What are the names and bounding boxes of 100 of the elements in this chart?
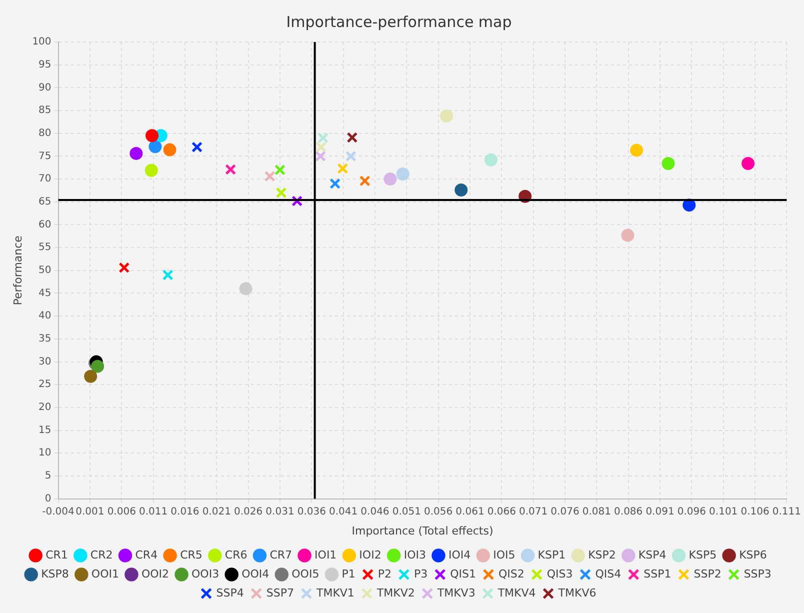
point bbox=[91, 360, 104, 373]
x-tick-label: 0.111 bbox=[772, 506, 802, 518]
legend-label: P1 bbox=[342, 567, 356, 580]
point bbox=[144, 164, 158, 177]
y-tick-label: 45 bbox=[38, 288, 52, 299]
legend-label: KSP1 bbox=[538, 548, 566, 562]
legend-label: OOI1 bbox=[91, 567, 119, 580]
point bbox=[330, 178, 341, 190]
legend-label: IOI5 bbox=[493, 548, 516, 562]
chart-title: Importance-performance map bbox=[286, 12, 512, 31]
x-tick-label: 0.031 bbox=[266, 506, 294, 518]
y-tick-label: 55 bbox=[38, 242, 52, 254]
point bbox=[346, 132, 358, 143]
point bbox=[276, 187, 287, 198]
x-tick-label: 0.091 bbox=[646, 506, 674, 518]
x-tick-label: 0.096 bbox=[677, 506, 706, 518]
legend-label: KSP5 bbox=[688, 548, 717, 562]
legend-label: QIS2 bbox=[498, 567, 524, 580]
legend-label: OOI5 bbox=[292, 567, 320, 580]
y-tick-label: 100 bbox=[32, 36, 52, 48]
legend-label: SSP2 bbox=[694, 567, 722, 580]
legend-label: CR5 bbox=[180, 548, 202, 562]
legend-label: OOI2 bbox=[141, 567, 170, 580]
legend-label: KSP6 bbox=[739, 548, 767, 562]
legend-label: QIS4 bbox=[595, 567, 622, 580]
legend-label: SSP1 bbox=[644, 567, 672, 580]
point bbox=[454, 184, 468, 197]
x-tick-label: 0.061 bbox=[456, 506, 484, 518]
y-tick-label: 10 bbox=[38, 448, 52, 459]
y-tick-label: 5 bbox=[44, 470, 52, 482]
legend-label: KSP4 bbox=[638, 548, 666, 562]
legend-label: IOI4 bbox=[448, 548, 471, 562]
legend-label: TMKV2 bbox=[376, 586, 415, 600]
x-tick-label: 0.086 bbox=[614, 506, 643, 518]
legend-label: KSP8 bbox=[41, 567, 69, 580]
point bbox=[239, 282, 252, 296]
legend-label: CR6 bbox=[224, 548, 248, 562]
x-tick-label: 0.046 bbox=[360, 506, 390, 518]
y-tick-label: 65 bbox=[38, 196, 52, 208]
legend-label: IOI1 bbox=[314, 548, 337, 562]
x-tick-label: -0.004 bbox=[42, 506, 74, 518]
legend-label: SSP3 bbox=[744, 567, 772, 580]
point bbox=[742, 157, 755, 170]
x-tick-label: 0.101 bbox=[709, 506, 738, 518]
legend-label: TMKV4 bbox=[496, 586, 536, 600]
legend-label: SSP4 bbox=[216, 586, 244, 600]
y-tick-label: 70 bbox=[38, 174, 52, 185]
y-tick-label: 95 bbox=[38, 59, 52, 70]
point bbox=[130, 146, 143, 160]
x-tick-label: 0.001 bbox=[76, 506, 104, 518]
legend-label: P3 bbox=[414, 567, 428, 580]
y-tick-label: 85 bbox=[38, 105, 52, 116]
legend-label: KSP2 bbox=[588, 548, 616, 562]
point bbox=[621, 228, 634, 242]
legend-label: OOI4 bbox=[242, 567, 270, 580]
legend-label: IOI3 bbox=[404, 548, 426, 562]
legend-label: CR7 bbox=[270, 548, 292, 562]
point bbox=[662, 157, 675, 170]
point bbox=[315, 150, 326, 162]
y-tick-label: 60 bbox=[38, 219, 52, 230]
x-tick-label: 0.056 bbox=[424, 506, 453, 518]
point bbox=[440, 110, 454, 122]
x-tick-label: 0.041 bbox=[328, 506, 358, 518]
y-tick-label: 0 bbox=[44, 493, 52, 504]
y-tick-label: 90 bbox=[38, 82, 52, 94]
y-tick-label: 75 bbox=[38, 150, 52, 162]
point bbox=[318, 132, 329, 144]
point bbox=[337, 163, 348, 174]
point bbox=[163, 143, 176, 156]
legend-label: TMKV1 bbox=[315, 586, 354, 600]
point bbox=[146, 129, 159, 142]
point bbox=[359, 175, 370, 186]
point bbox=[118, 262, 130, 274]
legend-label: OOI3 bbox=[192, 567, 220, 580]
point bbox=[384, 172, 397, 186]
legend-label: CR2 bbox=[90, 548, 113, 562]
legend-label: QIS1 bbox=[450, 567, 476, 580]
legend-label: CR4 bbox=[135, 548, 158, 562]
x-tick-label: 0.081 bbox=[582, 506, 611, 518]
x-tick-label: 0.066 bbox=[487, 506, 516, 518]
x-tick-label: 0.021 bbox=[202, 506, 231, 518]
x-tick-label: 0.026 bbox=[234, 506, 263, 518]
point bbox=[345, 150, 356, 162]
point bbox=[264, 170, 276, 182]
y-tick-label: 80 bbox=[38, 128, 52, 139]
x-tick-label: 0.071 bbox=[519, 506, 548, 518]
legend-label: IOI2 bbox=[359, 548, 382, 562]
legend-label: TMKV6 bbox=[557, 586, 596, 600]
y-tick-label: 40 bbox=[38, 310, 52, 322]
legend-label: CR1 bbox=[46, 548, 68, 562]
x-tick-label: 0.106 bbox=[740, 506, 770, 518]
x-tick-label: 0.051 bbox=[392, 506, 421, 518]
point bbox=[225, 164, 236, 175]
point bbox=[84, 370, 98, 383]
y-tick-label: 15 bbox=[38, 424, 52, 436]
point bbox=[162, 269, 174, 280]
y-tick-label: 50 bbox=[38, 264, 52, 276]
x-tick-label: 0.016 bbox=[170, 506, 200, 518]
legend-label: TMKV3 bbox=[436, 586, 476, 600]
x-tick-label: 0.076 bbox=[550, 506, 580, 518]
